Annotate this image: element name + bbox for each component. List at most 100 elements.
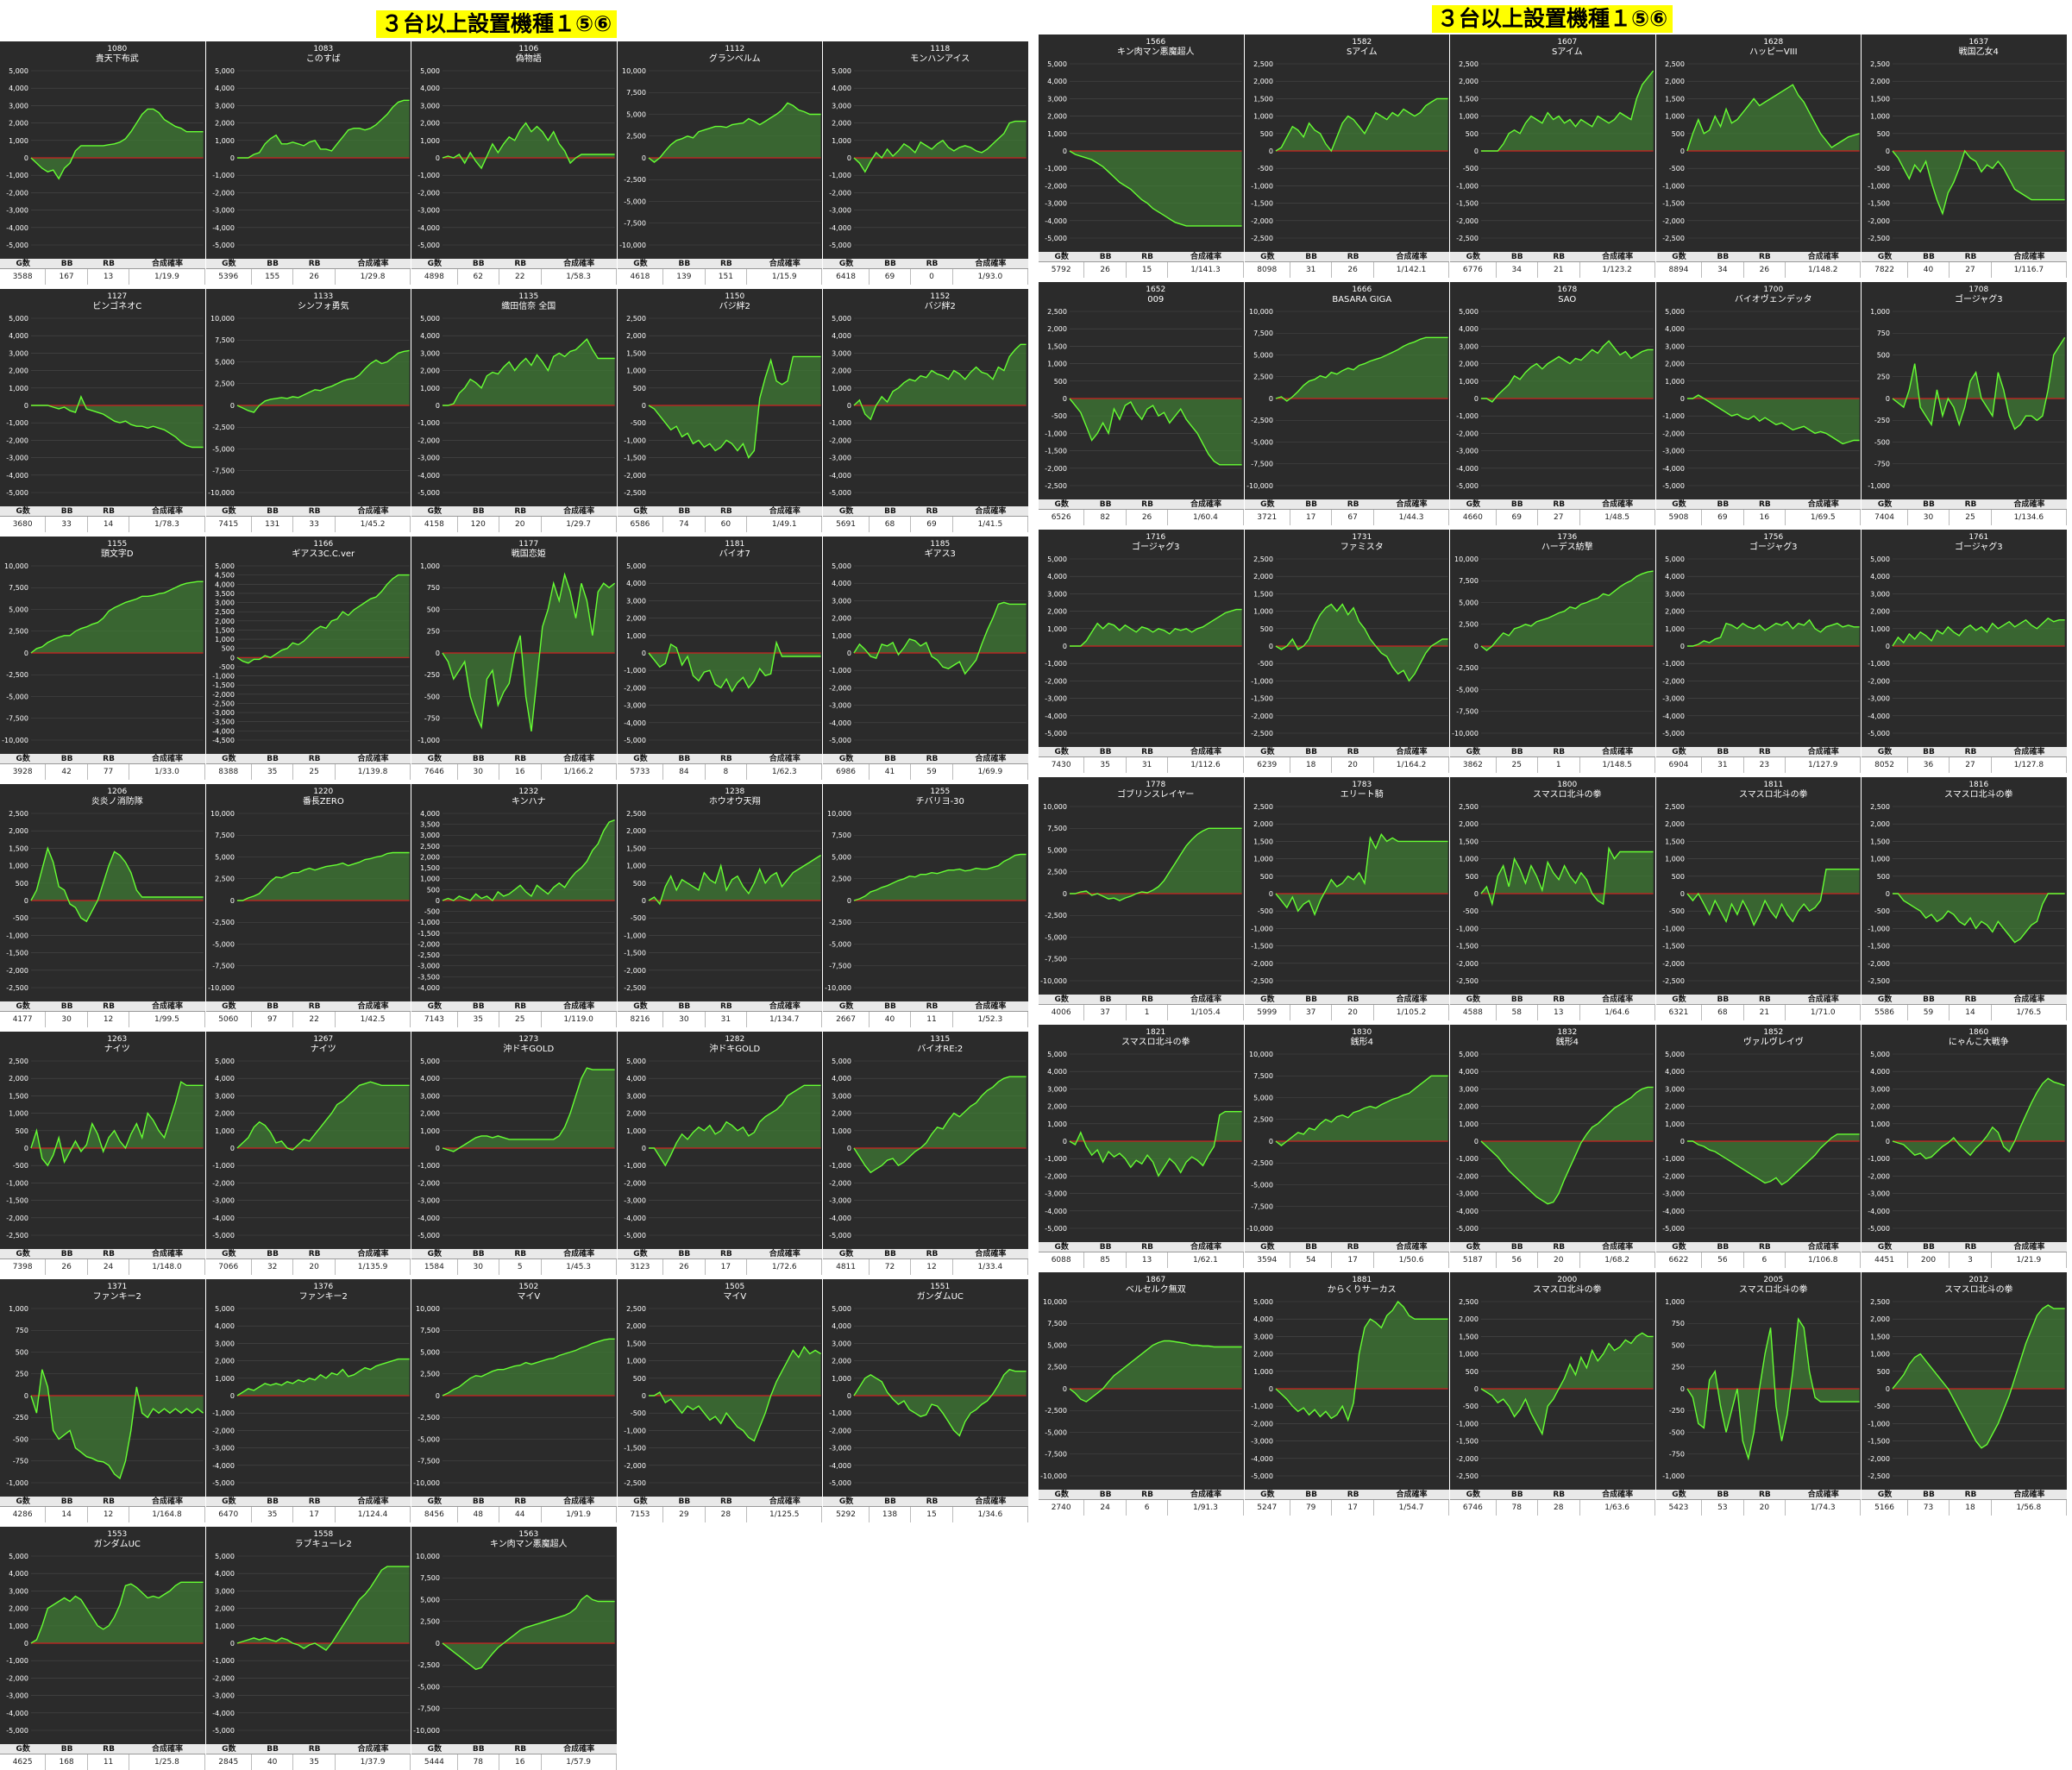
chart-svg: 1881からくりサーカス5,0004,0003,0002,0001,0000-1… <box>1251 1276 1448 1480</box>
slot-chart: 1181 バイオ7 5,000 4,000 3,000 2,000 1,000 0 -1,000… <box>617 537 823 780</box>
stats-header-label: RB <box>103 1745 115 1754</box>
machine-name: シンフォ勇気 <box>298 300 349 311</box>
y-tick-label: 2,000 <box>420 120 440 128</box>
stats-rb: 17 <box>706 1259 748 1275</box>
y-tick-label: 2,000 <box>9 1075 28 1083</box>
y-tick-label: -500 <box>1463 165 1479 173</box>
y-tick-label: 1,000 <box>1870 308 1890 316</box>
stats-header-label: G数 <box>427 755 443 763</box>
y-tick-label: 1,000 <box>420 876 440 883</box>
series-area <box>1893 894 2066 943</box>
y-tick-label: -5,000 <box>1662 1225 1685 1233</box>
y-tick-label: 2,000 <box>1870 608 1890 616</box>
stats-g: 7430 <box>1039 757 1085 773</box>
chart-svg: 1811スマスロ北斗の拳2,5002,0001,5001,0005000-500… <box>1662 781 1860 985</box>
y-tick-label: 0 <box>1474 890 1479 898</box>
y-tick-label: 5,000 <box>1459 308 1479 316</box>
y-tick-label: 2,000 <box>626 332 646 340</box>
y-tick-label: -7,500 <box>418 1705 440 1713</box>
y-tick-label: 1,000 <box>215 1375 235 1383</box>
machine-number: 1811 <box>1763 781 1783 789</box>
stats-row: 3928 42 77 1/33.0 <box>0 763 205 780</box>
stats-rate: 1/64.6 <box>1580 1005 1655 1020</box>
y-tick-label: 1,000 <box>9 863 28 870</box>
y-tick-label: 10,000 <box>1454 555 1479 563</box>
y-tick-label: 7,500 <box>1047 1320 1067 1328</box>
y-tick-label: -2,500 <box>1251 417 1273 424</box>
stats-header-label: BB <box>884 1250 896 1258</box>
slot-chart: 1783 エリート騎 2,500 2,000 1,500 1,000 500 0 -500 -1,… <box>1244 777 1450 1020</box>
y-tick-label: -10,000 <box>413 1727 440 1735</box>
slot-chart: 1607 Sアイム 2,500 2,000 1,500 1,000 500 0 -500 -1,0… <box>1450 35 1655 278</box>
y-tick-label: 5,000 <box>215 358 235 366</box>
y-tick-label: -2,000 <box>1456 217 1479 225</box>
stats-header-label: RB <box>1758 995 1771 1004</box>
y-tick-label: -500 <box>13 914 28 922</box>
stats-header-label: RB <box>719 1497 732 1506</box>
y-tick-label: 2,000 <box>1253 78 1273 85</box>
stats-g: 3928 <box>0 764 47 780</box>
y-tick-label: 0 <box>1268 1385 1272 1393</box>
stats-header-label: BB <box>1305 1243 1318 1252</box>
stats-bb: 139 <box>663 269 706 285</box>
y-tick-label: -3,000 <box>418 207 440 215</box>
y-tick-label: 500 <box>1877 1368 1890 1376</box>
y-tick-label: 7,500 <box>1459 577 1479 585</box>
y-tick-label: 2,000 <box>215 618 235 625</box>
chart-svg: 1255チバリヨ-3010,0007,5005,0002,5000-2,500-… <box>826 788 1027 992</box>
y-tick-label: 4,000 <box>1665 573 1685 581</box>
series-line <box>1069 1340 1242 1403</box>
stats-header-label: RB <box>514 1497 527 1506</box>
y-tick-label: 5,000 <box>1665 1051 1685 1058</box>
y-tick-label: -2,000 <box>830 189 852 197</box>
stats-header-label: RB <box>514 507 527 516</box>
stats-header: G数 BB RB 合成確率 <box>1450 1490 1655 1500</box>
stats-header-label: 合成確率 <box>357 1002 389 1011</box>
stats-header-label: 合成確率 <box>151 260 183 268</box>
stats-bb: 33 <box>46 517 88 532</box>
stats-header-label: RB <box>1553 1243 1566 1252</box>
stats-header-label: BB <box>472 1745 485 1754</box>
stats-row: 6986 41 59 1/69.9 <box>823 763 1028 780</box>
stats-bb: 40 <box>1908 262 1950 278</box>
y-tick-label: -1,000 <box>1045 1155 1067 1163</box>
slot-chart: 1255 チバリヨ-30 10,000 7,500 5,000 2,500 0 -2,500-… <box>823 784 1028 1027</box>
stats-header-label: BB <box>267 755 279 763</box>
stats-rb: 11 <box>911 1012 953 1027</box>
y-tick-label: -1,000 <box>1251 182 1273 190</box>
y-tick-label: 500 <box>1672 873 1685 881</box>
y-tick-label: -2,000 <box>830 1179 852 1187</box>
stats-g: 6904 <box>1656 757 1703 773</box>
y-tick-label: -2,000 <box>624 684 646 692</box>
y-tick-label: -2,000 <box>1251 217 1273 225</box>
y-tick-label: 1,000 <box>1870 625 1890 633</box>
y-tick-label: -4,000 <box>6 472 28 480</box>
machine-number: 1150 <box>725 292 744 301</box>
series-area <box>1069 828 1242 901</box>
stats-header-label: BB <box>472 260 485 268</box>
stats-bb: 82 <box>1084 510 1127 525</box>
stats-header-label: G数 <box>16 1745 30 1754</box>
y-tick-label: -1,000 <box>1662 182 1685 190</box>
y-tick-label: 3,000 <box>1047 1085 1067 1093</box>
machine-number: 1315 <box>931 1035 951 1044</box>
y-tick-label: 1,000 <box>832 385 851 392</box>
series-line <box>1892 1304 2066 1449</box>
series-line <box>648 1346 821 1442</box>
slot-chart: 1238 ホウオウ天翔 2,500 2,000 1,500 1,000 500 0 -500 -1… <box>617 784 823 1027</box>
stats-header: G数 BB RB 合成確率 <box>1655 252 1862 262</box>
y-tick-label: 5,000 <box>832 1305 851 1313</box>
stats-header-label: RB <box>1758 500 1771 509</box>
y-tick-label: -1,000 <box>830 667 852 675</box>
y-tick-label: 1,000 <box>1047 625 1067 633</box>
y-tick-label: 0 <box>1680 395 1685 403</box>
stats-header-label: RB <box>514 1250 527 1258</box>
stats-header-label: G数 <box>1672 995 1686 1004</box>
y-tick-label: -500 <box>631 914 646 922</box>
machine-name: BASARA GIGA <box>1332 295 1391 304</box>
stats-row: 6239 18 20 1/164.2 <box>1244 756 1450 773</box>
y-tick-label: -5,000 <box>1662 482 1685 490</box>
y-tick-label: 1,000 <box>9 137 28 145</box>
stats-rate: 1/48.5 <box>1580 510 1655 525</box>
